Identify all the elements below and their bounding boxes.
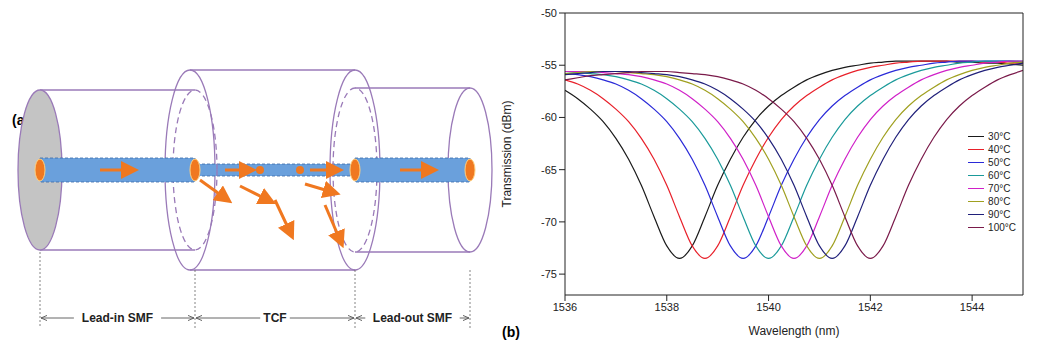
svg-text:1540: 1540 (756, 301, 780, 313)
svg-text:-50: -50 (541, 7, 557, 19)
svg-text:1538: 1538 (655, 301, 679, 313)
svg-text:Wavelength (nm): Wavelength (nm) (749, 324, 840, 338)
html-text:100°C: 100°C (988, 222, 1016, 233)
svg-text:-60: -60 (541, 111, 557, 123)
svg-text:1544: 1544 (960, 301, 984, 313)
svg-text:1542: 1542 (858, 301, 882, 313)
svg-text:TCF: TCF (263, 311, 286, 325)
html-text:60°C: 60°C (988, 170, 1011, 181)
svg-text:-65: -65 (541, 164, 557, 176)
html-text:(b): (b) (502, 324, 520, 340)
html-text:70°C: 70°C (988, 183, 1011, 194)
svg-text:Lead-in SMF: Lead-in SMF (82, 311, 153, 325)
svg-text:(a): (a) (12, 112, 30, 128)
svg-text:-75: -75 (541, 268, 557, 280)
svg-text:Transmission (dBm): Transmission (dBm) (500, 101, 514, 208)
html-text:40°C: 40°C (988, 144, 1011, 155)
svg-text:-55: -55 (541, 59, 557, 71)
svg-text:1536: 1536 (553, 301, 577, 313)
svg-text:-70: -70 (541, 216, 557, 228)
html-text:80°C: 80°C (988, 196, 1011, 207)
html-text:90°C: 90°C (988, 209, 1011, 220)
html-text:30°C: 30°C (988, 131, 1011, 142)
html-text:50°C: 50°C (988, 157, 1011, 168)
svg-text:Lead-out SMF: Lead-out SMF (373, 311, 452, 325)
